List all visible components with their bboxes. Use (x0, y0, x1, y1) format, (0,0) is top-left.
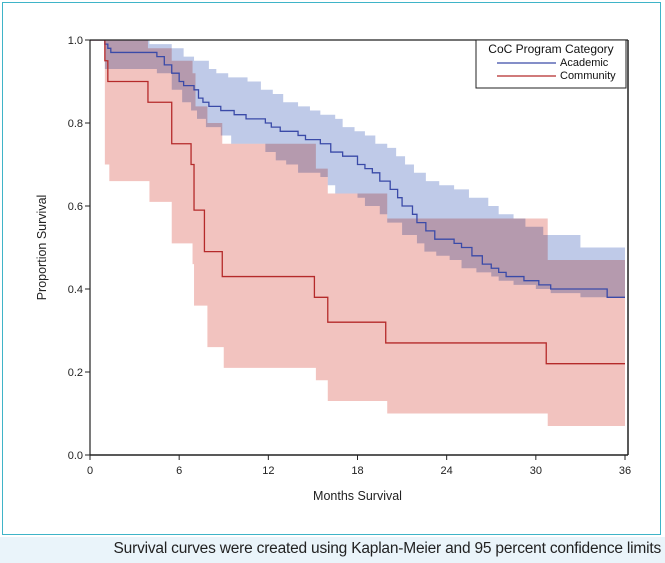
legend-box (475, 39, 627, 89)
x-tick-label: 6 (176, 465, 182, 477)
x-tick-label: 12 (262, 465, 274, 477)
survival-line-community (90, 40, 625, 365)
x-tick-label: 36 (619, 465, 631, 477)
y-tick-label: 0.6 (68, 201, 83, 213)
x-axis-title: Months Survival (313, 489, 402, 503)
x-tick-label: 0 (87, 465, 93, 477)
survival-line-academic (90, 40, 625, 298)
km-chart: 0 6 12 18 24 30 36 0.0 0.2 0.4 0.6 0.8 1.0 Months Sur… (35, 35, 631, 503)
figure-caption: Survival curves were created using Kapla… (113, 540, 662, 557)
legend-label-community: Community (560, 70, 616, 82)
y-tick-label: 0.2 (68, 367, 83, 379)
confidence-band-community (90, 40, 625, 426)
caption-bar (0, 537, 665, 563)
y-tick-label: 1.0 (68, 35, 83, 47)
y-tick-label: 0.4 (68, 284, 83, 296)
legend-label-academic: Academic (560, 57, 609, 69)
y-axis-title: Proportion Survival (35, 195, 49, 301)
x-tick-label: 30 (530, 465, 542, 477)
survival-lines (90, 40, 625, 365)
axes: 0 6 12 18 24 30 36 0.0 0.2 0.4 0.6 0.8 1.0 Months Sur… (35, 35, 631, 503)
legend-title: CoC Program Category (488, 42, 613, 56)
x-tick-label: 24 (441, 465, 453, 477)
x-tick-label: 18 (351, 465, 363, 477)
y-tick-label: 0.8 (68, 118, 83, 130)
y-tick-label: 0.0 (68, 450, 83, 462)
confidence-bands (90, 40, 625, 426)
